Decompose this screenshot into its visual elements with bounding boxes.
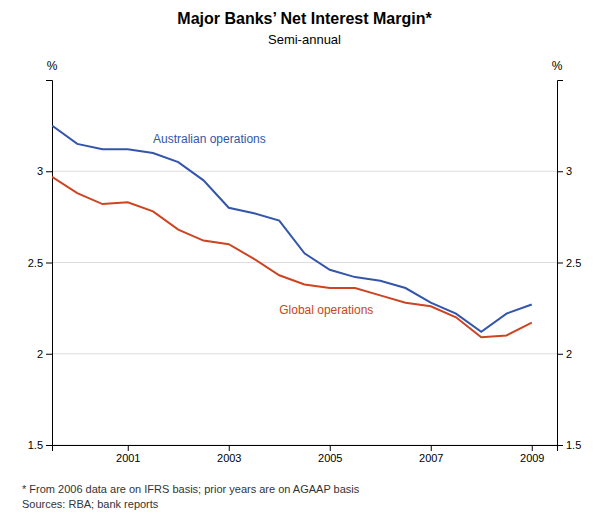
tick: 2003 xyxy=(217,445,241,464)
tick: 2001 xyxy=(116,445,140,464)
tick-label: 2 xyxy=(37,348,43,360)
tick-label: 2007 xyxy=(419,452,443,464)
tick-mark xyxy=(46,445,52,446)
tick-label: 2.5 xyxy=(28,257,43,269)
footnote: * From 2006 data are on IFRS basis; prio… xyxy=(22,483,360,495)
tick-mark xyxy=(229,445,230,451)
tick-label: 2.5 xyxy=(566,257,581,269)
grid xyxy=(52,171,557,445)
tick-mark xyxy=(128,445,129,451)
tick: 2 xyxy=(37,348,52,360)
grid-line xyxy=(52,353,557,354)
tick-mark xyxy=(46,354,52,355)
tick: 2005 xyxy=(318,445,342,464)
tick: 2009 xyxy=(520,445,544,464)
y-axis-label: % xyxy=(47,59,58,73)
tick-mark xyxy=(46,263,52,264)
chart: Major Banks’ Net Interest Margin* Semi-an… xyxy=(0,0,609,523)
tick-mark xyxy=(557,445,563,446)
plot-area xyxy=(52,126,532,338)
tick: 1.5 xyxy=(28,439,52,451)
x-axis-line xyxy=(53,446,558,452)
line xyxy=(52,177,532,338)
tick-mark xyxy=(532,445,533,451)
series-label: Australian operations xyxy=(153,132,266,146)
tick-label: 1.5 xyxy=(566,439,581,451)
tick: 1.5 xyxy=(557,439,581,451)
tick-mark xyxy=(46,171,52,172)
tick: 3 xyxy=(37,165,52,177)
tick-mark xyxy=(330,445,331,451)
tick-label: 3 xyxy=(566,165,572,177)
tick-label: 2009 xyxy=(520,452,544,464)
series-label: Global operations xyxy=(279,303,373,317)
tick-mark xyxy=(431,445,432,451)
grid-line xyxy=(52,262,557,263)
subtitle: Semi-annual xyxy=(268,32,341,47)
tick-label: 2001 xyxy=(116,452,140,464)
tick-label: 2005 xyxy=(318,452,342,464)
x-axis: 2001 2003 2005 2007 2009 xyxy=(53,445,558,464)
line xyxy=(52,126,532,332)
tick: 3 xyxy=(557,165,572,177)
y2-axis-label: % xyxy=(552,59,563,73)
tick-mark xyxy=(557,354,563,355)
tick: 2.5 xyxy=(28,257,52,269)
title: Major Banks’ Net Interest Margin* xyxy=(177,10,432,27)
tick-mark xyxy=(557,171,563,172)
y-axis: 1.5 2 2.5 3 xyxy=(28,81,53,452)
tick-mark xyxy=(557,263,563,264)
tick: 2.5 xyxy=(557,257,581,269)
y2-axis-line xyxy=(558,81,564,446)
y-axis-line xyxy=(46,81,53,446)
grid-line xyxy=(52,171,557,172)
tick: 2 xyxy=(557,348,572,360)
tick-label: 1.5 xyxy=(28,439,43,451)
tick-label: 2 xyxy=(566,348,572,360)
tick: 2007 xyxy=(419,445,443,464)
tick-label: 3 xyxy=(37,165,43,177)
y2-axis: 1.5 2 2.5 3 xyxy=(557,81,581,452)
tick-label: 2003 xyxy=(217,452,241,464)
footnote: Sources: RBA; bank reports xyxy=(22,498,159,510)
